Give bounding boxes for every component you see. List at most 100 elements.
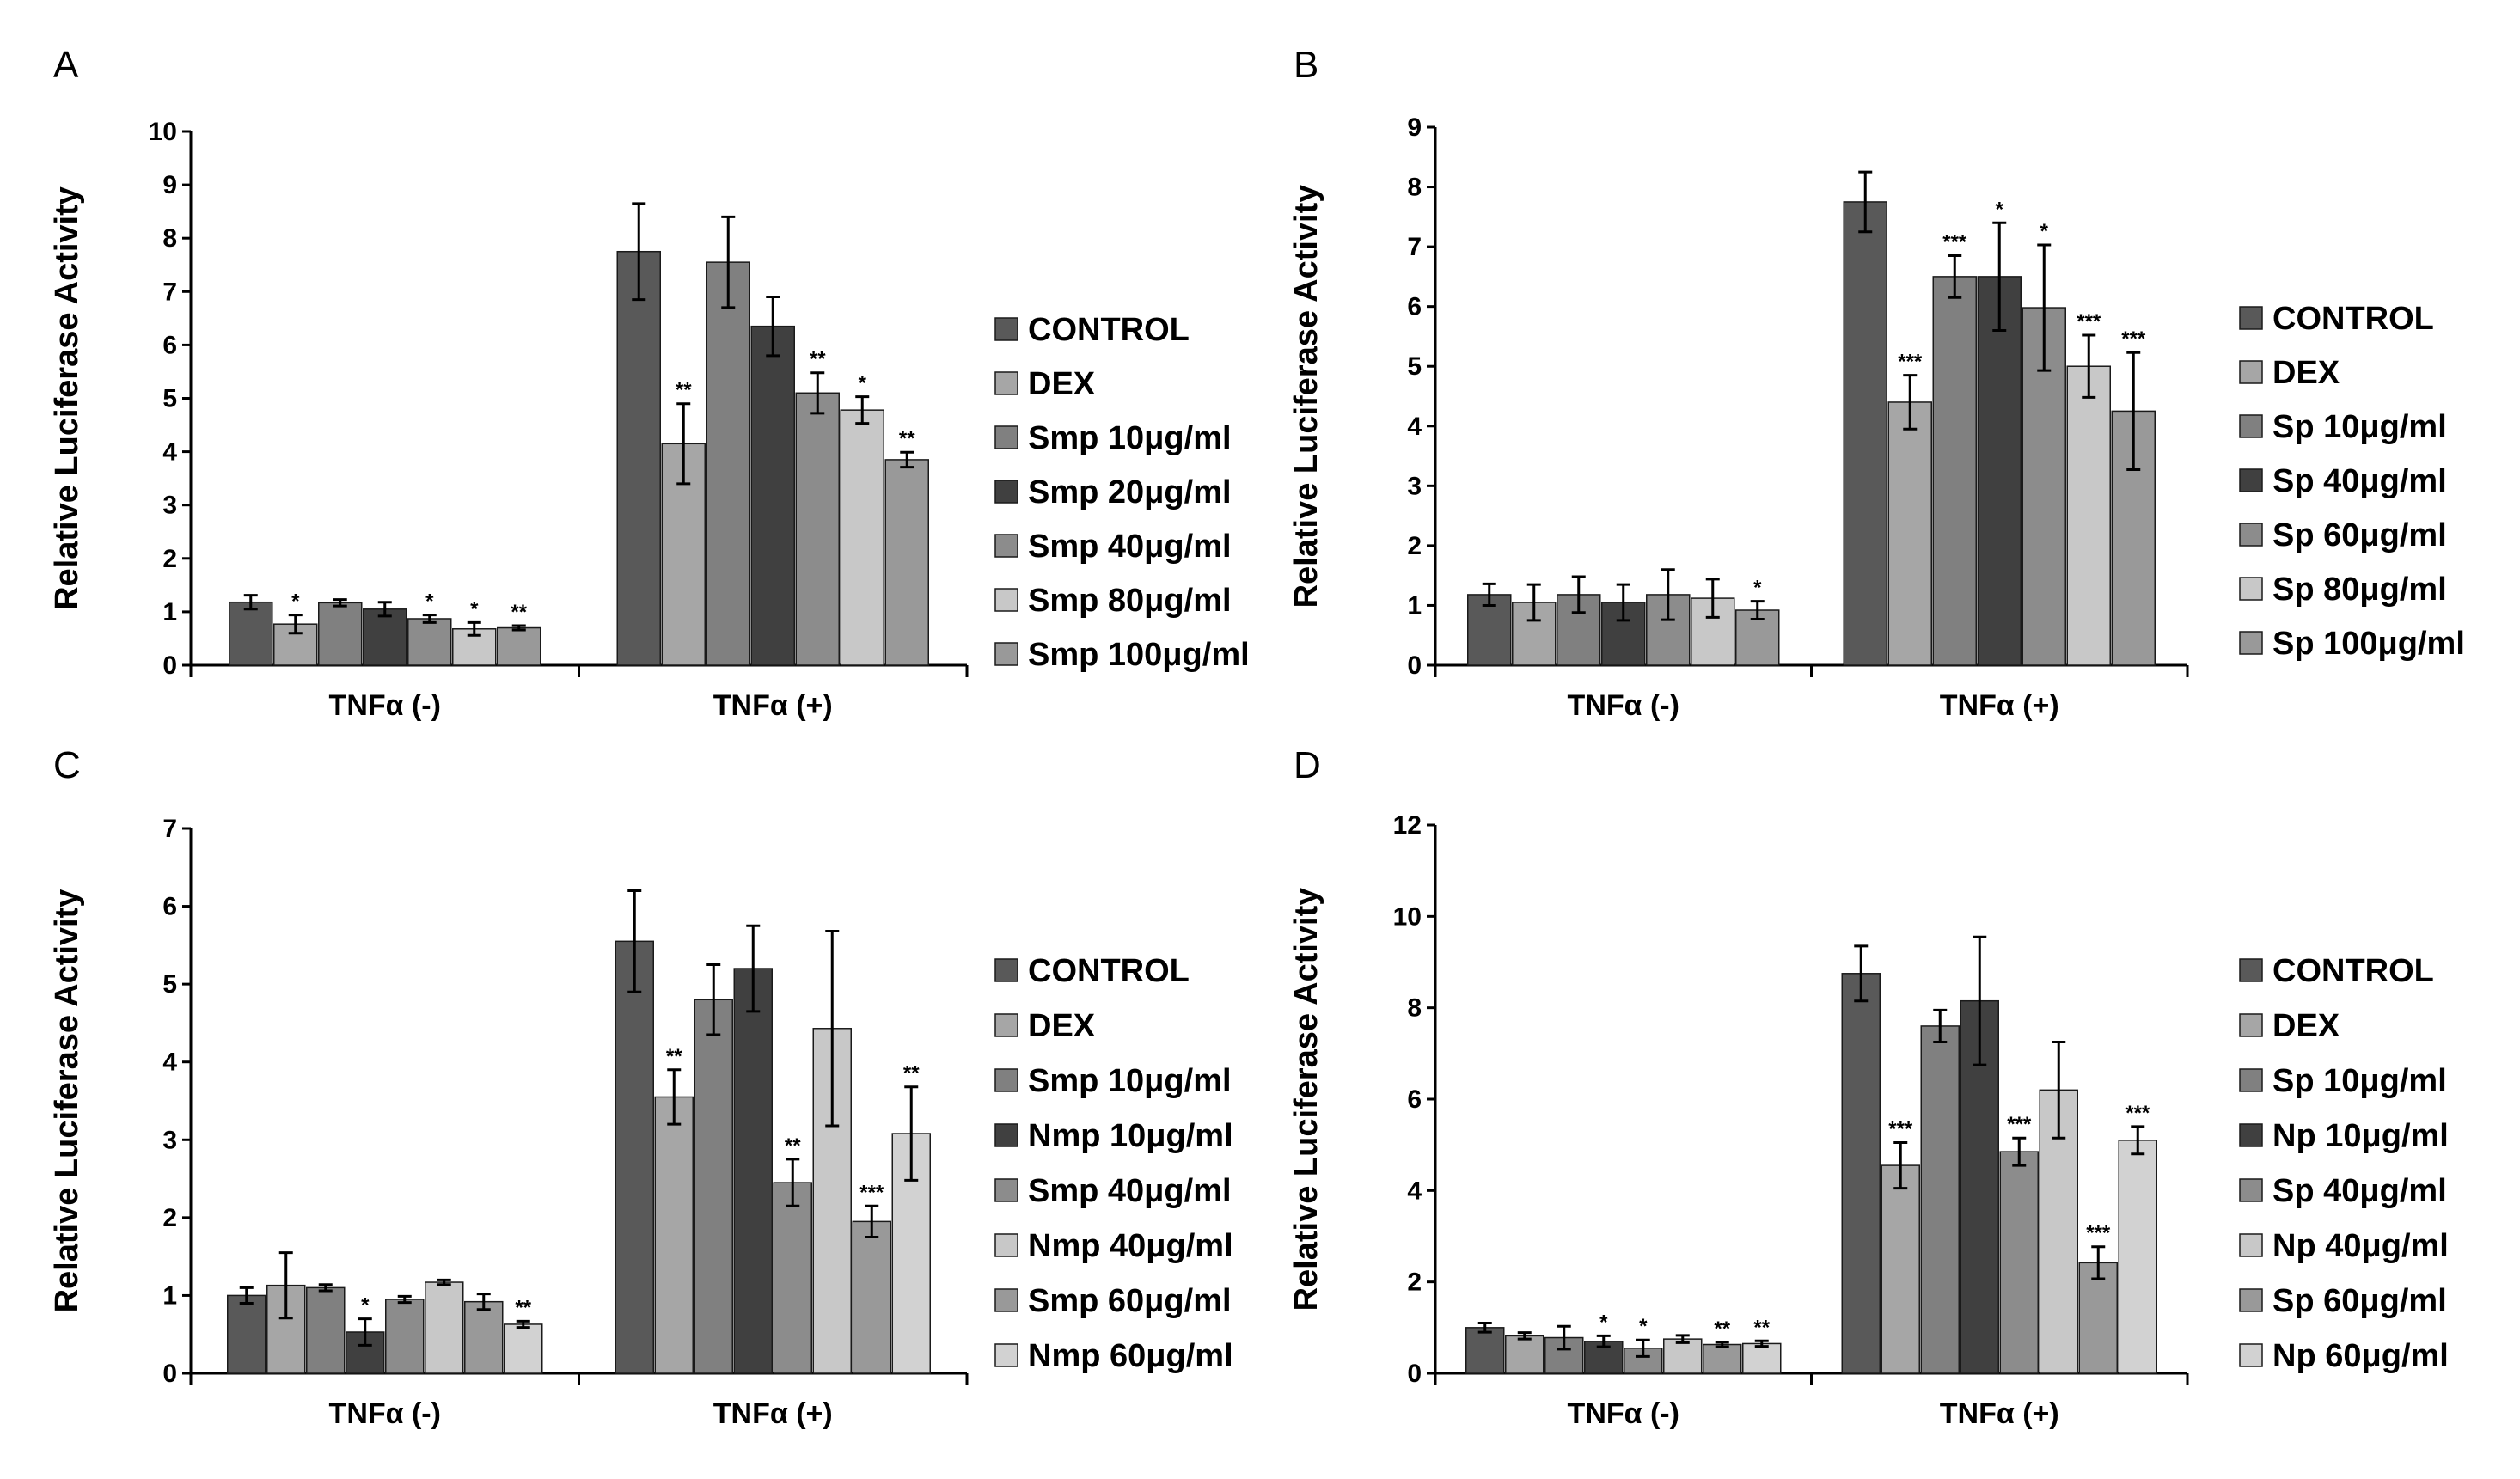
chart-panel-c: C 0 1 2 3 4 5 6 7 Relative Luciferase Activity TNF…	[49, 744, 1233, 1430]
x-category-label: TNFα (+)	[1940, 689, 2059, 722]
panel-letter: B	[1294, 44, 1318, 86]
significance-marker: ***	[1898, 351, 1923, 374]
legend-label: Smp 20μg/ml	[1028, 474, 1232, 510]
y-axis-title: Relative Luciferase Activity	[49, 186, 85, 610]
significance-marker: *	[1996, 198, 2004, 221]
bar	[616, 250, 661, 666]
legend-label: Nmp 40μg/ml	[1028, 1228, 1233, 1264]
y-tick-label: 2	[1407, 1268, 1422, 1297]
legend-swatch	[994, 425, 1018, 449]
legend-swatch	[994, 1288, 1018, 1312]
bar	[706, 261, 750, 666]
legend-swatch	[994, 1233, 1018, 1257]
significance-marker: **	[899, 427, 915, 450]
significance-marker: *	[361, 1294, 370, 1317]
legend-swatch	[2239, 306, 2263, 330]
legend-swatch	[2239, 1343, 2263, 1367]
legend-swatch	[2239, 1178, 2263, 1202]
y-tick-label: 6	[1407, 293, 1422, 321]
significance-marker: ***	[2077, 310, 2101, 333]
legend-label: Smp 10μg/ml	[1028, 1063, 1232, 1099]
y-axis-title: Relative Luciferase Activity	[49, 889, 85, 1313]
chart-panel-d: D 0 2 4 6 8 10 12 Relative Luciferase Activity TN…	[1288, 744, 2449, 1430]
legend-swatch	[2239, 1233, 2263, 1257]
bar	[1920, 1025, 1960, 1374]
legend-swatch	[994, 1123, 1018, 1147]
legend-label: Np 60μg/ml	[2272, 1338, 2449, 1374]
y-tick-label: 6	[162, 331, 177, 359]
panel-letter: C	[53, 744, 81, 786]
legend-swatch	[2239, 414, 2263, 438]
legend-label: DEX	[2272, 355, 2340, 391]
y-axis-title: Relative Luciferase Activity	[1288, 888, 1324, 1311]
x-category-label: TNFα (-)	[1568, 689, 1679, 722]
y-tick-label: 12	[1393, 811, 1422, 840]
bar	[1932, 276, 1977, 666]
y-tick-label: 2	[162, 545, 177, 573]
bar	[750, 325, 795, 666]
bar	[1843, 201, 1887, 666]
legend-swatch	[994, 1343, 1018, 1367]
bar	[1887, 401, 1932, 666]
bar	[654, 1096, 694, 1374]
bar	[840, 409, 884, 666]
legend-label: Nmp 10μg/ml	[1028, 1118, 1233, 1154]
legend-label: Np 10μg/ml	[2272, 1118, 2449, 1154]
y-tick-label: 4	[1407, 1176, 1422, 1205]
significance-marker: **	[511, 601, 527, 624]
legend-label: Smp 40μg/ml	[1028, 529, 1232, 565]
bar	[1977, 276, 2022, 666]
panel-letter: A	[53, 44, 79, 86]
bar	[504, 1323, 543, 1374]
chart-panel-b: B 0 1 2 3 4 5 6 7 8 9 Relative Luciferase Activity T…	[1288, 44, 2465, 722]
significance-marker: ***	[2007, 1113, 2032, 1136]
legend-label: Sp 100μg/ml	[2272, 626, 2465, 662]
bar	[1742, 1342, 1782, 1374]
legend-label: CONTROL	[1028, 312, 1190, 348]
legend-label: Smp 80μg/ml	[1028, 583, 1232, 619]
y-tick-label: 10	[1393, 902, 1422, 931]
y-tick-label: 4	[162, 438, 177, 467]
legend-swatch	[2239, 1013, 2263, 1037]
y-tick-label: 6	[162, 893, 177, 921]
legend-label: Smp 10μg/ml	[1028, 420, 1232, 456]
y-tick-label: 3	[162, 492, 177, 520]
legend-swatch	[2239, 360, 2263, 384]
chart-panel-a: A 0 1 2 3 4 5 6 7 8 9 10 Relative Luciferase Activit…	[49, 44, 1250, 722]
bar	[425, 1281, 464, 1374]
y-tick-label: 0	[1407, 651, 1422, 680]
y-tick-label: 2	[162, 1204, 177, 1232]
y-tick-label: 9	[1407, 113, 1422, 142]
significance-marker: **	[1714, 1317, 1730, 1341]
y-tick-label: 1	[162, 598, 177, 626]
bar	[773, 1182, 812, 1374]
significance-marker: *	[470, 597, 479, 620]
y-tick-label: 9	[162, 171, 177, 199]
legend-swatch	[994, 1068, 1018, 1092]
bar	[694, 999, 733, 1374]
legend-label: CONTROL	[2272, 953, 2434, 989]
y-tick-label: 5	[162, 970, 177, 999]
legend-swatch	[2239, 577, 2263, 601]
y-tick-label: 1	[1407, 591, 1422, 620]
y-tick-label: 8	[1407, 994, 1422, 1023]
legend-label: DEX	[1028, 366, 1096, 402]
bar	[795, 392, 840, 666]
significance-marker: **	[515, 1296, 531, 1319]
legend-swatch	[994, 1013, 1018, 1037]
bar	[1841, 973, 1881, 1374]
bar	[884, 459, 929, 666]
y-tick-label: 2	[1407, 532, 1422, 560]
legend-label: Np 40μg/ml	[2272, 1228, 2449, 1264]
significance-marker: ***	[859, 1181, 884, 1204]
bar	[1881, 1164, 1920, 1374]
y-tick-label: 0	[162, 651, 177, 680]
legend-swatch	[2239, 958, 2263, 982]
legend-swatch	[994, 958, 1018, 982]
legend-label: Smp 40μg/ml	[1028, 1173, 1232, 1209]
bar	[407, 618, 452, 666]
significance-marker: ***	[1942, 231, 1967, 254]
legend-label: Smp 60μg/ml	[1028, 1283, 1232, 1319]
x-category-label: TNFα (+)	[1940, 1397, 2059, 1430]
